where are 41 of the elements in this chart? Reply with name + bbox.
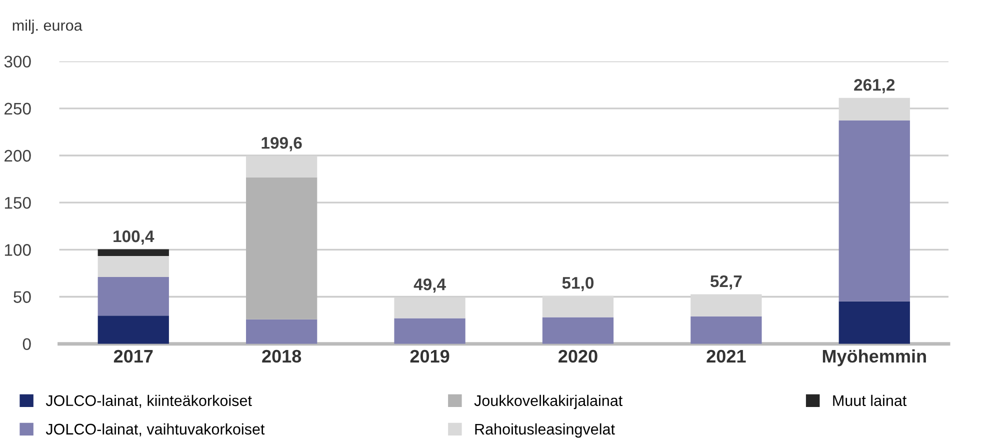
legend-label: JOLCO-lainat, kiinteäkorkoiset	[46, 394, 252, 408]
bar	[542, 317, 614, 344]
bar	[394, 318, 466, 344]
total-label: 51,0	[562, 276, 594, 292]
bar	[838, 301, 910, 344]
total-label: 261,2	[854, 78, 895, 94]
legend-label: Joukkovelkakirjalainat	[474, 394, 623, 410]
bar	[98, 276, 169, 316]
y-tick-label: 250	[4, 102, 31, 115]
y-axis-title: milj. euroa	[12, 20, 82, 34]
bar	[542, 296, 614, 318]
bar	[838, 98, 910, 120]
legend-label: Muut lainat	[833, 394, 907, 406]
bar	[394, 297, 466, 318]
y-tick-label: 300	[4, 56, 31, 68]
legend-label: Rahoitusleasingvelat	[475, 423, 615, 438]
bar	[838, 120, 910, 302]
bar	[98, 256, 169, 277]
bar	[246, 319, 318, 344]
legend-label: JOLCO-lainat, vaihtuvakorkoiset	[46, 423, 265, 436]
x-tick-label: 2017	[114, 350, 153, 363]
x-tick-label: 2021	[706, 350, 746, 363]
bar	[98, 316, 169, 344]
total-label: 100,4	[114, 230, 154, 245]
bar	[690, 294, 762, 316]
x-tick-label: 2019	[410, 350, 450, 363]
y-tick-label: 50	[14, 291, 31, 303]
bar	[246, 177, 318, 320]
x-tick-label: Myöhemmin	[822, 349, 926, 366]
total-label: 49,4	[414, 278, 446, 293]
bar	[690, 316, 762, 344]
total-label: 199,6	[262, 137, 302, 152]
y-tick-label: 200	[4, 150, 31, 162]
bar	[246, 156, 318, 178]
y-tick-label: 100	[4, 244, 31, 256]
y-tick-label: 0	[22, 338, 31, 350]
x-tick-label: 2018	[262, 350, 302, 363]
y-tick-label: 150	[4, 196, 31, 209]
total-label: 52,7	[710, 275, 742, 290]
bar	[98, 249, 169, 256]
x-tick-label: 2020	[558, 350, 598, 363]
